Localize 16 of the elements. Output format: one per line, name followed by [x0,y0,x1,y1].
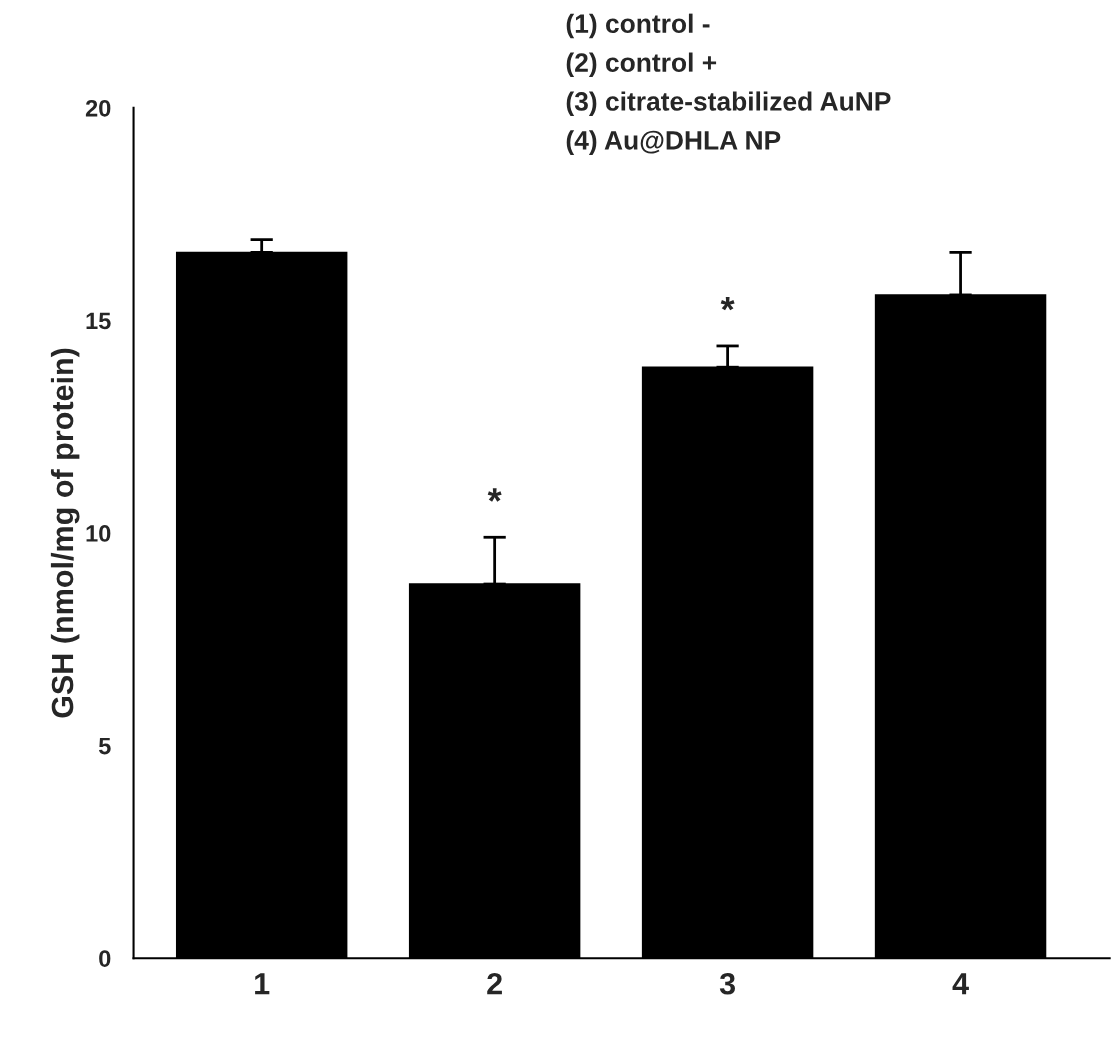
y-tick-label: 20 [85,99,111,117]
annotation: * [720,296,735,311]
x-tick-label: 3 [719,972,735,995]
y-tick-label: 5 [98,737,111,755]
y-tick-label: 10 [86,525,111,542]
x-tick-label: 2 [487,972,502,995]
y-axis-title: GSH (nmol/mg of protein) [50,348,80,718]
text: (1) control - [566,13,710,39]
text: (2) control + [566,52,717,78]
y-tick-label: 0 [99,950,111,967]
y-tick-label: 15 [86,312,111,330]
annotation: * [487,488,502,502]
annotation: (3) citrate-stabilized AuNP [566,91,891,116]
x-tick-label: 1 [255,973,270,995]
x-tick-label: 4 [952,973,969,995]
annotation: (4) Au@DHLA NP [566,130,781,155]
